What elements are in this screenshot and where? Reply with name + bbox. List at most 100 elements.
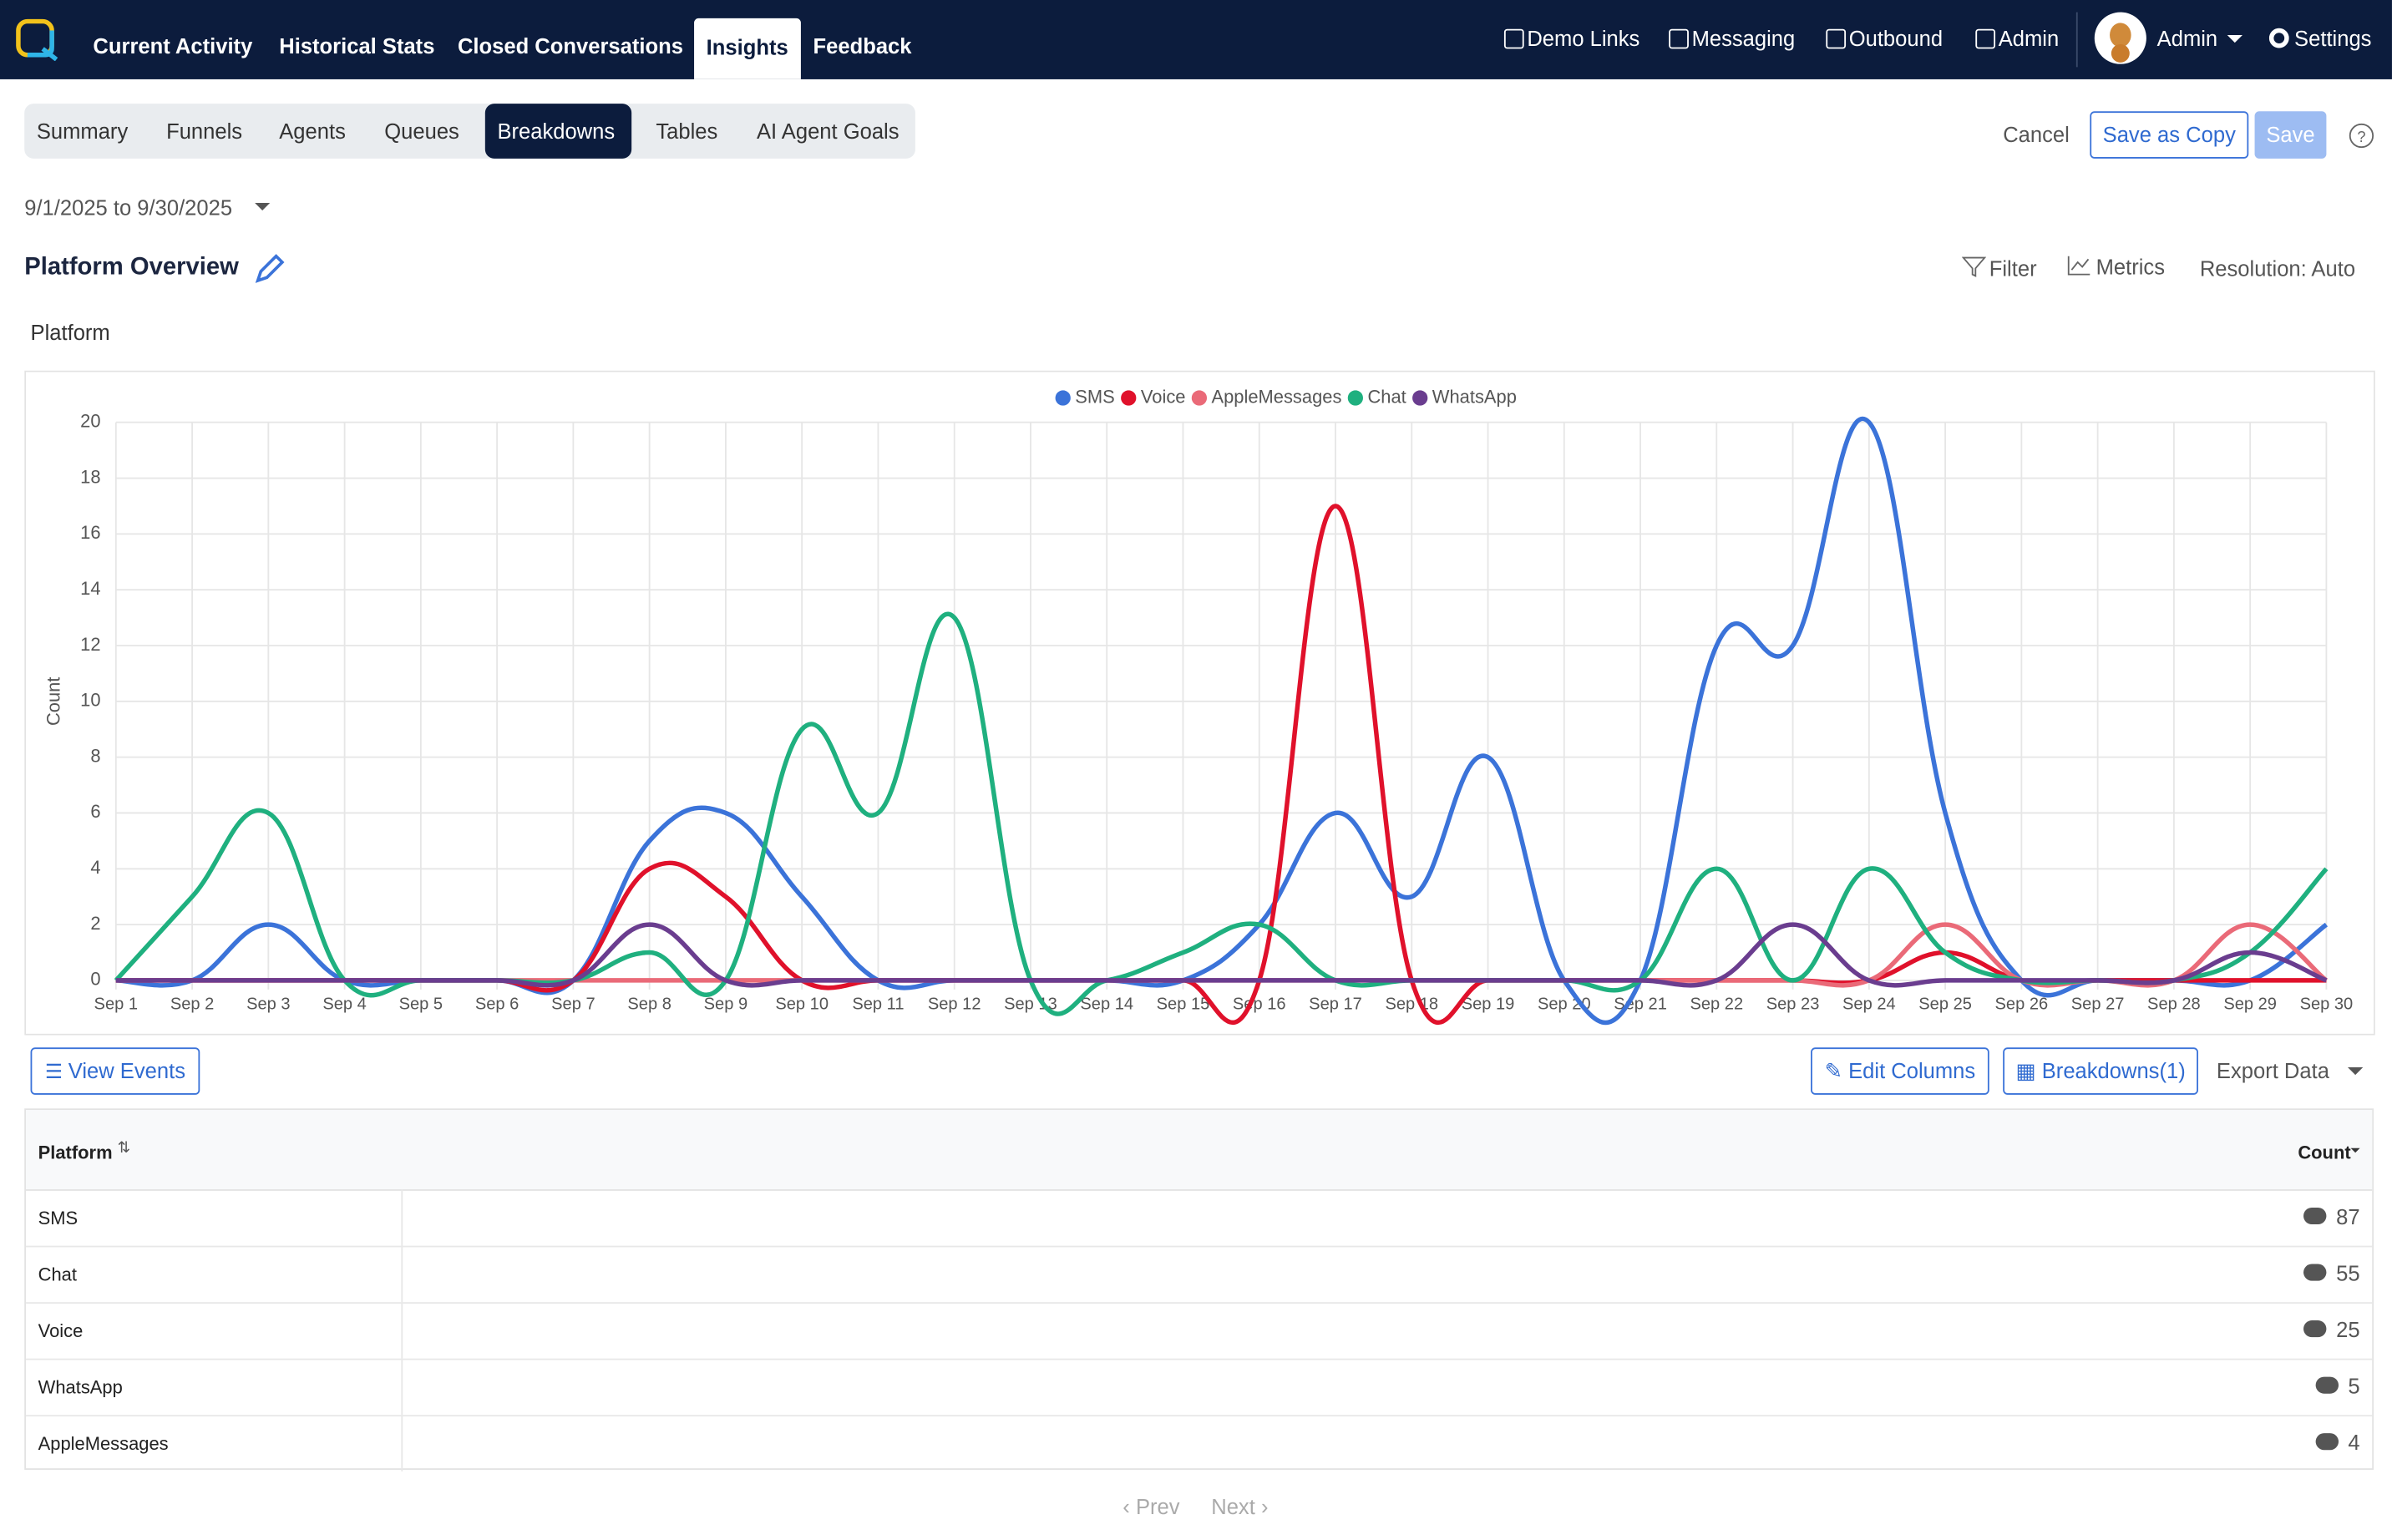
settings[interactable]: Settings (2294, 26, 2372, 51)
sort-icon (2350, 1147, 2360, 1158)
row-divider (26, 1302, 2373, 1304)
report-title: Platform Overview (24, 254, 239, 281)
legend-label: AppleMessages (1212, 386, 1342, 407)
chart: Count 0 2 4 6 8 10 12 14 16 18 20 Sep 1 Sep 2 Sep 3 Se… (24, 370, 2375, 1036)
y-tick-label: 18 (80, 466, 100, 487)
prev-label: Prev (1135, 1494, 1180, 1519)
next-label: Next (1211, 1494, 1255, 1519)
prev[interactable]: ‹ Prev (1123, 1494, 1180, 1519)
x-tick-label: Sep 3 (246, 995, 290, 1013)
x-tick-label: Sep 2 (170, 995, 214, 1013)
filter[interactable]: Filter (1989, 256, 2037, 281)
nav-item[interactable]: Feedback (813, 33, 912, 58)
divider (2075, 12, 2078, 68)
tab[interactable]: Funnels (166, 119, 243, 144)
active-tab-bg (694, 18, 801, 79)
row-divider (26, 1415, 2373, 1417)
table: Platform ⇅ Count SMS 87 Chat 55 Voice 25 WhatsApp… (24, 1108, 2374, 1472)
x-tick-label: Sep 7 (551, 995, 595, 1013)
x-tick-label: Sep 8 (627, 995, 671, 1013)
chat-icon (2303, 1264, 2327, 1281)
tab[interactable]: AI Agent Goals (756, 119, 900, 144)
tab[interactable]: Tables (656, 119, 718, 144)
cell-platform: AppleMessages (38, 1433, 169, 1455)
breakdowns[interactable]: ▦ Breakdowns(1) (2003, 1047, 2198, 1095)
view-events-label: View Events (68, 1058, 185, 1083)
x-tick-label: Sep 14 (1080, 995, 1133, 1013)
tab[interactable]: Breakdowns (497, 119, 616, 144)
nav-item[interactable]: Closed Conversations (457, 33, 683, 58)
column-header[interactable]: Count (2298, 1142, 2351, 1164)
resolution[interactable]: Resolution: Auto (2199, 256, 2356, 281)
x-tick-label: Sep 9 (704, 995, 748, 1013)
view-events[interactable]: ☰ View Events (30, 1047, 200, 1095)
legend-label: Chat (1367, 386, 1406, 407)
svg-text:?: ? (2357, 128, 2365, 145)
user-menu[interactable]: Admin (2156, 26, 2218, 51)
x-tick-label: Sep 11 (852, 995, 904, 1013)
save-as-copy[interactable]: Save as Copy (2090, 111, 2249, 159)
legend-marker (1347, 390, 1363, 406)
nav-link[interactable]: Outbound (1848, 26, 1944, 51)
x-tick-label: Sep 22 (1690, 995, 1743, 1013)
help-icon[interactable]: ? (2348, 122, 2375, 149)
top-bar: Current Activity Historical Stats Closed C… (0, 0, 2392, 79)
y-axis-label: Count (43, 677, 64, 726)
cell-platform: Voice (38, 1320, 84, 1342)
filter-icon (1961, 256, 1987, 277)
edit-columns[interactable]: ✎ Edit Columns (1811, 1047, 1989, 1095)
cell-platform: SMS (38, 1207, 79, 1229)
edit-icon[interactable] (253, 251, 286, 285)
date-range[interactable]: 9/1/2025 to 9/30/2025 (24, 195, 233, 220)
x-tick-label: Sep 26 (1995, 995, 2049, 1013)
x-tick-label: Sep 27 (2071, 995, 2125, 1013)
legend-label: WhatsApp (1432, 386, 1517, 407)
tab-bar: Summary Funnels Agents Queues Breakdowns Tabl… (24, 104, 915, 159)
nav-item[interactable]: Insights (706, 34, 788, 60)
cell-count: 87 (2336, 1204, 2360, 1229)
tab[interactable]: Queues (384, 119, 459, 144)
cell-platform: WhatsApp (38, 1376, 123, 1399)
export-data[interactable]: Export Data (2216, 1058, 2329, 1083)
nav-item[interactable]: Current Activity (93, 33, 253, 58)
nav-icon (1503, 28, 1524, 49)
metrics-icon (2067, 256, 2090, 276)
caret (255, 202, 271, 210)
x-tick-label: Sep 19 (1462, 995, 1515, 1013)
chat-icon (2315, 1376, 2339, 1394)
cancel[interactable]: Cancel (2003, 122, 2070, 147)
x-tick-label: Sep 23 (1766, 995, 1820, 1013)
tab[interactable]: Summary (36, 119, 129, 144)
x-tick-label: Sep 4 (322, 995, 366, 1013)
next[interactable]: Next › (1211, 1494, 1269, 1519)
cell-count: 5 (2348, 1373, 2360, 1399)
col-divider (401, 1415, 403, 1472)
active-tab-bg (484, 104, 632, 159)
section-label: Platform (30, 320, 110, 345)
nav-item[interactable]: Historical Stats (279, 33, 435, 58)
caret (2227, 34, 2242, 43)
metrics[interactable]: Metrics (2096, 254, 2166, 280)
nav-icon (1826, 28, 1847, 49)
y-tick-label: 20 (80, 411, 100, 432)
nav-link[interactable]: Demo Links (1527, 26, 1640, 51)
nav-icon (1669, 28, 1689, 49)
nav-link[interactable]: Messaging (1691, 26, 1796, 51)
save[interactable]: Save (2254, 111, 2327, 159)
x-tick-label: Sep 16 (1233, 995, 1286, 1013)
avatar[interactable] (2094, 12, 2146, 64)
x-tick-label: Sep 5 (399, 995, 443, 1013)
y-tick-label: 16 (80, 522, 100, 543)
legend-label: Voice (1141, 386, 1186, 407)
x-tick-label: Sep 15 (1157, 995, 1210, 1013)
y-tick-label: 12 (80, 634, 100, 655)
column-header[interactable]: Platform (38, 1142, 113, 1164)
y-tick-label: 10 (80, 690, 100, 711)
x-tick-label: Sep 24 (1842, 995, 1896, 1013)
x-tick-label: Sep 10 (775, 995, 829, 1013)
nav-link[interactable]: Admin (1998, 26, 2060, 51)
tab[interactable]: Agents (279, 119, 346, 144)
x-tick-label: Sep 17 (1309, 995, 1362, 1013)
